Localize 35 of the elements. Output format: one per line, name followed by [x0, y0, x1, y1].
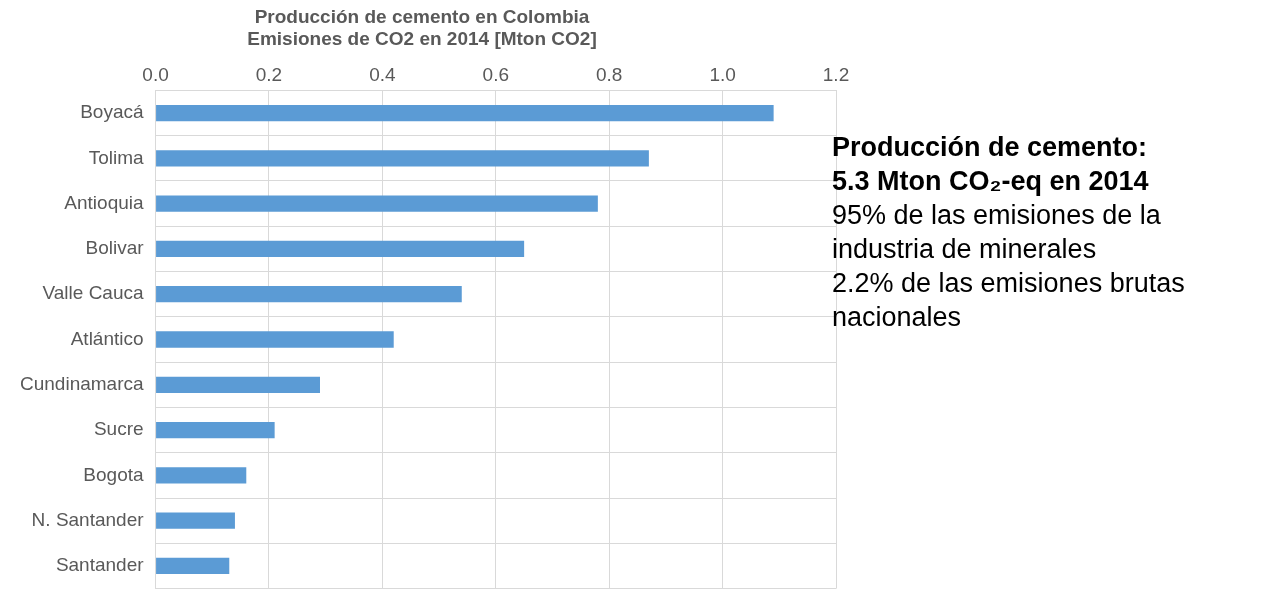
y-tick-label: Bogota — [83, 463, 144, 485]
x-tick-label: 1.2 — [822, 64, 850, 86]
chart-subtitle: Emisiones de CO2 en 2014 [Mton CO2] — [247, 28, 597, 50]
bar — [156, 104, 774, 122]
x-tick-label: 0.0 — [142, 64, 169, 86]
bar — [156, 376, 320, 393]
y-tick-label: Atlántico — [70, 327, 144, 349]
annotation: 5.3 Mton CO₂-eq en 2014 — [832, 165, 1150, 198]
bar — [156, 557, 230, 575]
y-tick-label: Cundinamarca — [19, 373, 144, 395]
x-tick-label: 0.8 — [595, 64, 623, 86]
bar — [156, 286, 462, 303]
bar — [156, 150, 649, 167]
bar — [156, 195, 598, 212]
annotation: 95% de las emisiones de la industria de minerales — [832, 199, 1162, 266]
bar — [156, 240, 525, 258]
x-tick-label: 1.0 — [709, 64, 736, 86]
bar — [156, 467, 247, 484]
bar — [156, 331, 394, 348]
y-tick-label: Sucre — [93, 418, 144, 440]
y-tick-label: Bolivar — [85, 237, 145, 259]
bar — [156, 512, 235, 529]
y-tick-label: Boyacá — [80, 101, 144, 123]
bar — [156, 421, 275, 439]
x-tick-label: 0.4 — [369, 64, 397, 86]
annotation: Producción de cemento: — [832, 131, 1149, 164]
y-tick-label: N. Santander — [31, 508, 145, 530]
x-tick-label: 0.6 — [482, 64, 509, 86]
x-tick-label: 0.2 — [255, 64, 283, 86]
y-tick-label: Tolima — [88, 146, 144, 168]
y-tick-label: Antioquia — [64, 191, 144, 213]
annotation: 2.2% de las emisiones brutas nacionales — [832, 267, 1186, 334]
chart-title: Producción de cemento en Colombia — [254, 5, 590, 27]
y-tick-label: Valle Cauca — [42, 282, 144, 304]
y-tick-label: Santander — [55, 554, 145, 576]
